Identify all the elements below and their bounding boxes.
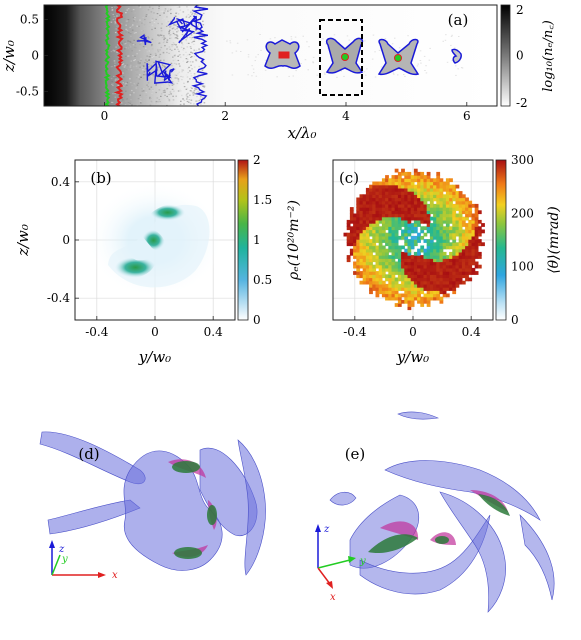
panel-c-colorbar-ticks: 300 200 100 0 — [511, 153, 534, 327]
bunch-4 — [451, 48, 462, 64]
panel-e-axis-x: x — [330, 592, 336, 603]
panel-e-axis-y: y — [359, 556, 366, 567]
panel-a-ylabel: z/w₀ — [0, 40, 18, 73]
panel-b-data — [75, 160, 235, 320]
panel-c-xlabel: y/w₀ — [396, 348, 429, 366]
panel-e-label: (e) — [345, 445, 366, 463]
ytick-label: 0 — [62, 233, 70, 247]
bunch-3 — [377, 38, 420, 76]
panel-b-colorbar-tick: 1.5 — [253, 193, 272, 207]
panel-b-colorbar-tick: 0 — [253, 313, 261, 327]
panel-a-data — [103, 5, 464, 106]
panel-a-colorbar-tick: -2 — [516, 96, 528, 110]
panel-c-colorbar-label: ⟨θ⟩(mrad) — [546, 206, 562, 274]
panel-a-ytick-label: 0 — [31, 49, 39, 63]
lobe-bottom — [114, 257, 156, 278]
panel-d-axis-y: y — [61, 554, 68, 565]
panel-a-label: (a) — [448, 11, 469, 29]
panel-a-colorbar-label: log₁₀(nₑ/n꜀) — [541, 20, 556, 92]
panel-a-contour-green — [103, 5, 111, 106]
panel-a-xtick-label: 6 — [463, 109, 471, 123]
panel-e-axis-z: z — [323, 524, 330, 535]
panel-b-label: (b) — [90, 169, 111, 187]
panel-a-contour-blue-2 — [136, 15, 201, 84]
panel-b-colorbar — [237, 159, 249, 321]
panel-b: -0.4 0 0.4 0.4 0 -0.4 (b) y/w₀ z/w₀ 2 1.5 1 0.5 0… — [14, 153, 302, 366]
panel-c-label: (c) — [339, 169, 359, 187]
highlight-box — [319, 19, 363, 96]
panel-a-contour-red — [113, 5, 125, 106]
panel-c-colorbar-tick: 200 — [511, 206, 534, 220]
bunch-2 — [325, 37, 364, 74]
panel-d-axis-z: z — [58, 544, 65, 555]
panel-b-colorbar-ticks: 2 1.5 1 0.5 0 — [253, 153, 272, 327]
panel-b-colorbar-tick: 0.5 — [253, 273, 272, 287]
panel-b-colorbar-label: ρₑ(10²⁰m⁻²) — [286, 200, 302, 281]
panel-b-colorbar-tick: 1 — [253, 233, 261, 247]
ytick-label: -0.4 — [47, 291, 71, 305]
panel-e-render: (e) z y x — [315, 411, 555, 613]
panel-c-colorbar — [495, 159, 507, 321]
panel-a-xlabel: x/λ₀ — [287, 124, 316, 142]
panel-a-xtick-label: 4 — [342, 109, 350, 123]
lobe-middle — [142, 229, 166, 251]
panel-b-xlabel: y/w₀ — [138, 348, 171, 366]
bunch-1 — [264, 39, 301, 69]
xtick-label: 0.4 — [204, 325, 223, 339]
lobe-top — [150, 204, 186, 221]
panel-d-label: (d) — [78, 445, 99, 463]
panel-a-ytick-label: -0.5 — [16, 85, 39, 99]
panel-d-axes-triad: z y x — [49, 540, 118, 581]
panel-c-colorbar-tick: 100 — [511, 260, 534, 274]
panel-c-data — [333, 160, 493, 320]
panel-c-colorbar-tick: 300 — [511, 153, 534, 167]
panel-a-xtick-label: 0 — [101, 109, 109, 123]
panel-c-pixels — [343, 168, 485, 311]
panel-a-ytick-label: 0.5 — [20, 12, 39, 26]
xtick-label: 0 — [409, 325, 417, 339]
panel-b-ticks: -0.4 0 0.4 0.4 0 -0.4 — [47, 175, 223, 339]
panel-a-colorbar-tick: 0 — [516, 49, 524, 63]
panel-c: -0.4 0 0.4 (c) y/w₀ 300 200 100 0 ⟨θ⟩(mrad) — [332, 153, 562, 366]
panel-a: 0 2 4 6 0.5 0 -0.5 (a) x/λ₀ z/w₀ 2 0 -2 log₁₀(nₑ… — [0, 3, 556, 142]
xtick-label: 0 — [151, 325, 159, 339]
panel-d-axis-x: x — [112, 570, 118, 581]
xtick-label: -0.4 — [85, 325, 109, 339]
panel-c-colorbar-tick: 0 — [511, 313, 519, 327]
xtick-label: -0.4 — [343, 325, 367, 339]
panel-e-axes-triad: z y x — [315, 524, 366, 603]
ytick-label: 0.4 — [51, 175, 70, 189]
xtick-label: 0.4 — [462, 325, 481, 339]
panel-a-colorbar-tick: 2 — [516, 3, 524, 17]
panel-b-ylabel: z/w₀ — [14, 224, 32, 257]
panel-a-xtick-label: 2 — [221, 109, 229, 123]
panel-b-colorbar-tick: 2 — [253, 153, 261, 167]
panel-a-colorbar — [500, 4, 511, 107]
panel-d-render: (d) z y x — [39, 431, 266, 581]
panel-c-ticks: -0.4 0 0.4 — [343, 316, 481, 339]
panel-a-colorbar-ticks: 2 0 -2 — [516, 3, 528, 110]
panel-a-ticks: 0 2 4 6 0.5 0 -0.5 — [16, 12, 471, 123]
